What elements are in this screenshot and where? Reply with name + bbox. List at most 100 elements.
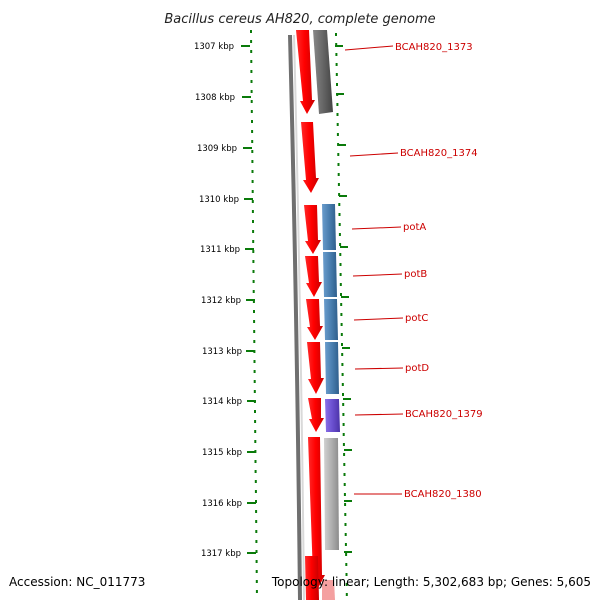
kbp-tick-1316: 1316 kbp bbox=[202, 499, 256, 509]
gene-arrow-bcah820-1373[interactable] bbox=[313, 30, 333, 114]
gene-label-bcah820-1380[interactable]: BCAH820_1380 bbox=[404, 489, 482, 500]
ruler-dot bbox=[337, 173, 340, 176]
kbp-scale: 1307 kbp 1308 kbp 1309 kbp 1310 kbp 1311… bbox=[194, 42, 256, 559]
gene-features bbox=[296, 30, 340, 600]
gene-arrow-potb[interactable] bbox=[323, 252, 337, 297]
ruler-dot bbox=[253, 330, 256, 333]
ruler-dot bbox=[250, 80, 253, 83]
gene-label-pota[interactable]: potA bbox=[403, 222, 426, 233]
gene-arrow-potd[interactable] bbox=[325, 342, 339, 394]
kbp-tick-1312: 1312 kbp bbox=[201, 296, 255, 306]
kbp-label: 1309 kbp bbox=[197, 144, 237, 154]
gene-label-potc[interactable]: potC bbox=[405, 313, 428, 324]
kbp-tick-1317: 1317 kbp bbox=[201, 549, 256, 559]
gene-label-group: BCAH820_1373 bbox=[344, 42, 473, 53]
right-ticks bbox=[335, 45, 352, 553]
gene-arrow-bcah820-1380[interactable] bbox=[324, 438, 339, 550]
gene-arrow-forward-4[interactable] bbox=[305, 256, 322, 297]
ruler-dot bbox=[345, 593, 348, 596]
ruler-dot bbox=[251, 140, 254, 143]
kbp-label: 1313 kbp bbox=[202, 347, 242, 357]
gene-arrow-forward-5[interactable] bbox=[306, 299, 323, 340]
ruler-dot bbox=[253, 360, 256, 363]
ruler-dot bbox=[343, 493, 346, 496]
kbp-label: 1316 kbp bbox=[202, 499, 242, 509]
gene-arrow-pota[interactable] bbox=[322, 204, 336, 250]
ruler-dot bbox=[342, 423, 345, 426]
kbp-label: 1310 kbp bbox=[199, 195, 239, 205]
ruler-dot bbox=[344, 543, 347, 546]
gene-arrow-reverse-bottom[interactable] bbox=[322, 580, 335, 600]
gene-arrow-forward-3[interactable] bbox=[304, 205, 321, 254]
ruler-dot bbox=[255, 560, 258, 563]
gene-label-potd[interactable]: potD bbox=[405, 363, 429, 374]
kbp-label: 1311 kbp bbox=[200, 245, 240, 255]
ruler-dot bbox=[340, 323, 343, 326]
ruler-dot bbox=[251, 170, 254, 173]
kbp-label: 1315 kbp bbox=[202, 448, 242, 458]
ruler-dot bbox=[341, 343, 343, 346]
ruler-dot bbox=[337, 153, 340, 156]
ruler-dot bbox=[255, 510, 258, 513]
left-dotted-ruler bbox=[250, 30, 258, 593]
ruler-dot bbox=[252, 300, 255, 303]
gene-label-potb[interactable]: potB bbox=[404, 269, 427, 280]
ruler-dot bbox=[338, 193, 341, 196]
kbp-tick-1308: 1308 kbp bbox=[195, 93, 251, 103]
ruler-dot bbox=[251, 160, 254, 163]
ruler-dot bbox=[253, 370, 256, 373]
gene-arrow-bcah820-1379[interactable] bbox=[325, 399, 340, 432]
ruler-dot bbox=[250, 100, 253, 103]
ruler-dot bbox=[250, 40, 253, 43]
ruler-dot bbox=[339, 253, 342, 256]
kbp-tick-1309: 1309 kbp bbox=[197, 144, 252, 154]
ruler-dot bbox=[336, 113, 339, 116]
ruler-dot bbox=[341, 383, 344, 386]
gene-arrow-forward-7[interactable] bbox=[308, 398, 324, 432]
ruler-dot bbox=[337, 163, 340, 166]
ruler-dot bbox=[342, 413, 345, 416]
gene-arrow-forward-1[interactable] bbox=[296, 30, 315, 114]
gene-label-group: BCAH820_1379 bbox=[354, 409, 483, 420]
ruler-dot bbox=[345, 583, 348, 586]
ruler-dot bbox=[338, 233, 341, 236]
ruler-dot bbox=[340, 333, 343, 336]
ruler-dot bbox=[253, 320, 256, 323]
gene-label-bcah820-1379[interactable]: BCAH820_1379 bbox=[405, 409, 483, 420]
ruler-dot bbox=[343, 453, 346, 456]
ruler-dot bbox=[251, 180, 254, 183]
gene-arrow-bcah820-1374[interactable] bbox=[301, 122, 319, 193]
kbp-tick-1310: 1310 kbp bbox=[199, 195, 253, 205]
ruler-dot bbox=[252, 230, 255, 233]
ruler-dot bbox=[252, 240, 255, 243]
gene-arrow-forward-9[interactable] bbox=[305, 556, 319, 600]
kbp-label: 1307 kbp bbox=[194, 42, 234, 52]
ruler-dot bbox=[338, 203, 341, 206]
kbp-label: 1317 kbp bbox=[201, 549, 241, 559]
ruler-dot bbox=[252, 250, 255, 253]
ruler-dot bbox=[341, 363, 344, 366]
ruler-dot bbox=[339, 263, 342, 266]
ruler-dot bbox=[344, 523, 347, 526]
ruler-dot bbox=[339, 283, 342, 286]
gene-label-bcah820-1373[interactable]: BCAH820_1373 bbox=[395, 42, 473, 53]
ruler-dot bbox=[342, 403, 345, 406]
ruler-dot bbox=[251, 190, 254, 193]
ruler-dot bbox=[254, 490, 257, 493]
gene-arrow-potc[interactable] bbox=[324, 299, 338, 340]
ruler-dot bbox=[252, 270, 255, 273]
ruler-dot bbox=[255, 580, 258, 583]
ruler-dot bbox=[251, 210, 254, 213]
gene-arrow-forward-6[interactable] bbox=[307, 342, 324, 394]
ruler-dot bbox=[254, 480, 257, 483]
gene-arrow-forward-8[interactable] bbox=[308, 437, 325, 590]
ruler-dot bbox=[341, 353, 344, 356]
ruler-dot bbox=[342, 433, 345, 436]
gene-label-bcah820-1374[interactable]: BCAH820_1374 bbox=[400, 148, 478, 159]
ruler-dot bbox=[255, 500, 257, 503]
gene-label-group: potB bbox=[352, 269, 427, 280]
ruler-dot bbox=[252, 220, 254, 223]
ruler-dot bbox=[251, 200, 254, 203]
kbp-label: 1312 kbp bbox=[201, 296, 241, 306]
